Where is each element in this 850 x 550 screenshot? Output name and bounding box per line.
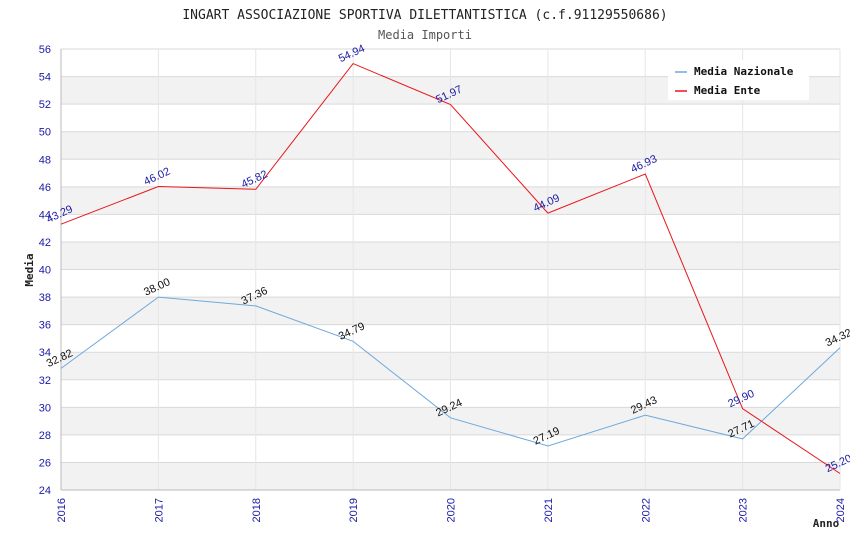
x-tick-label: 2024: [835, 498, 847, 522]
data-label-media-nazionale: 38.00: [142, 276, 172, 299]
y-tick-label: 44: [39, 209, 51, 221]
chart-title: INGART ASSOCIAZIONE SPORTIVA DILETTANTIS…: [182, 8, 667, 23]
y-tick-labels: 24 26 28 30 32 34 36 38 40 42 44 46 48 50 52 54 56: [39, 44, 51, 497]
x-tick-label: 2019: [348, 498, 360, 522]
data-label-media-nazionale: 34.32: [824, 327, 850, 350]
y-tick-label: 38: [39, 292, 51, 304]
series-lines: [60, 62, 841, 474]
x-tick-label: 2021: [543, 498, 555, 522]
legend-label-media-nazionale: Media Nazionale: [694, 65, 794, 78]
y-tick-label: 42: [39, 237, 51, 249]
y-tick-label: 54: [39, 72, 51, 84]
y-tick-label: 28: [39, 430, 51, 442]
x-axis-title: Anno: [813, 517, 840, 530]
x-tick-label: 2022: [640, 498, 652, 522]
y-tick-label: 24: [39, 485, 51, 497]
y-tick-label: 50: [39, 127, 51, 139]
legend-label-media-ente: Media Ente: [694, 84, 761, 97]
y-tick-label: 26: [39, 457, 51, 469]
chart-subtitle: Media Importi: [378, 28, 472, 42]
series-line-media-nazionale: [60, 296, 841, 447]
y-tick-label: 36: [39, 320, 51, 332]
x-tick-label: 2017: [153, 498, 165, 522]
data-label-media-ente: 43.29: [45, 203, 75, 226]
data-label-media-ente: 46.02: [142, 166, 172, 189]
y-tick-label: 52: [39, 99, 51, 111]
y-axis-title: Media: [23, 253, 36, 286]
legend[interactable]: Media Nazionale Media Ente: [668, 60, 809, 100]
y-tick-label: 48: [39, 154, 51, 166]
x-tick-label: 2023: [738, 498, 750, 522]
y-tick-label: 34: [39, 347, 51, 359]
y-tick-label: 30: [39, 402, 51, 414]
y-tick-label: 56: [39, 44, 51, 56]
y-tick-label: 32: [39, 375, 51, 387]
y-tick-label: 40: [39, 265, 51, 277]
legend-box: [668, 60, 809, 100]
x-tick-label: 2020: [446, 498, 458, 522]
x-tick-labels: 2016 2017 2018 2019 2020 2021 2022 2023 2024: [56, 498, 847, 522]
x-tick-label: 2018: [251, 498, 263, 522]
y-tick-label: 46: [39, 182, 51, 194]
x-tick-label: 2016: [56, 498, 68, 522]
axes: [60, 49, 840, 491]
data-label-media-ente: 54.94: [337, 43, 367, 66]
series-line-media-ente: [60, 62, 841, 474]
